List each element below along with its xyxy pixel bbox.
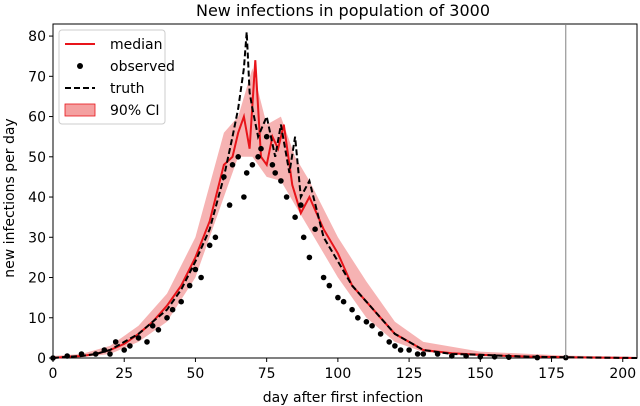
x-axis-label: day after first infection bbox=[263, 390, 423, 406]
observed-point bbox=[149, 323, 156, 329]
chart-title: New infections in population of 3000 bbox=[196, 1, 490, 20]
x-tick-label: 125 bbox=[396, 366, 423, 382]
observed-point bbox=[101, 347, 108, 353]
x-tick-label: 100 bbox=[325, 366, 352, 382]
y-tick-label: 30 bbox=[28, 230, 46, 246]
x-tick-label: 175 bbox=[538, 366, 565, 382]
observed-point bbox=[414, 351, 421, 357]
legend-label: truth bbox=[110, 81, 144, 97]
legend-swatch-ci bbox=[64, 103, 96, 117]
observed-point bbox=[198, 274, 204, 281]
legend-label: 90% CI bbox=[110, 103, 159, 119]
observed-point bbox=[155, 327, 162, 333]
observed-point bbox=[229, 162, 236, 168]
observed-point bbox=[397, 347, 404, 353]
observed-point bbox=[340, 298, 347, 305]
observed-point bbox=[312, 226, 318, 232]
observed-point bbox=[186, 282, 193, 289]
observed-point bbox=[144, 339, 150, 345]
observed-point bbox=[255, 154, 261, 160]
observed-point bbox=[263, 133, 270, 140]
x-tick-label: 75 bbox=[258, 366, 276, 382]
observed-point bbox=[335, 294, 341, 301]
observed-point bbox=[221, 174, 227, 180]
observed-point bbox=[449, 353, 455, 359]
observed-point bbox=[258, 145, 264, 152]
observed-point bbox=[326, 282, 333, 289]
observed-point bbox=[241, 194, 247, 200]
observed-point bbox=[192, 266, 199, 273]
y-tick-label: 60 bbox=[28, 110, 46, 126]
observed-point bbox=[64, 353, 70, 359]
observed-point bbox=[477, 354, 484, 360]
observed-point bbox=[306, 254, 313, 261]
observed-point bbox=[226, 202, 233, 208]
legend-label: median bbox=[110, 37, 162, 53]
y-tick-label: 10 bbox=[28, 311, 46, 327]
plot-area bbox=[52, 23, 638, 359]
observed-point bbox=[206, 242, 213, 249]
y-tick-label: 20 bbox=[28, 271, 46, 287]
observed-point bbox=[135, 335, 142, 341]
observed-point bbox=[406, 347, 412, 353]
observed-point bbox=[121, 347, 127, 353]
x-tick-label: 200 bbox=[609, 366, 636, 382]
observed-point bbox=[320, 274, 327, 281]
observed-point bbox=[534, 354, 541, 361]
x-tick-label: 0 bbox=[49, 366, 58, 382]
observed-point bbox=[127, 343, 133, 349]
observed-point bbox=[363, 319, 370, 325]
observed-point bbox=[392, 343, 398, 349]
observed-point bbox=[292, 214, 298, 220]
observed-point bbox=[298, 202, 304, 208]
observed-point bbox=[420, 351, 427, 357]
x-tick-label: 50 bbox=[187, 366, 205, 382]
observed-point bbox=[300, 234, 307, 241]
legend-box bbox=[58, 29, 166, 125]
observed-point bbox=[269, 162, 276, 168]
observed-point bbox=[249, 162, 256, 168]
x-tick-label: 150 bbox=[467, 366, 494, 382]
observed-point bbox=[278, 178, 284, 184]
y-tick-label: 0 bbox=[37, 351, 46, 367]
truth-line bbox=[52, 31, 638, 359]
observed-point bbox=[434, 351, 441, 357]
observed-point bbox=[235, 154, 241, 160]
observed-point bbox=[272, 170, 279, 176]
y-tick-label: 50 bbox=[28, 150, 46, 166]
observed-point bbox=[92, 351, 99, 357]
observed-point bbox=[212, 234, 219, 241]
observed-point bbox=[355, 315, 361, 321]
observed-point bbox=[178, 298, 184, 305]
observed-point bbox=[506, 354, 512, 361]
observed-point bbox=[463, 353, 469, 359]
observed-point bbox=[369, 323, 375, 329]
observed-point bbox=[491, 354, 498, 360]
observed-point bbox=[349, 306, 355, 313]
x-tick-label: 25 bbox=[115, 366, 133, 382]
y-tick-label: 40 bbox=[28, 190, 46, 206]
observed-point bbox=[112, 339, 119, 345]
observed-point bbox=[283, 194, 290, 200]
observed-point bbox=[377, 331, 384, 337]
y-tick-label: 70 bbox=[28, 69, 46, 85]
legend-swatch-observed bbox=[77, 63, 83, 69]
observed-point bbox=[243, 170, 250, 176]
observed-point bbox=[386, 339, 393, 345]
legend-label: observed bbox=[110, 59, 175, 75]
y-tick-label: 80 bbox=[28, 29, 46, 45]
observed-point bbox=[78, 351, 85, 357]
observed-point bbox=[164, 315, 170, 321]
legend: median observed truth 90% CI bbox=[58, 29, 175, 125]
observed-point bbox=[107, 351, 113, 357]
observed-point bbox=[169, 306, 176, 313]
y-axis-label: new infections per day bbox=[2, 118, 18, 277]
